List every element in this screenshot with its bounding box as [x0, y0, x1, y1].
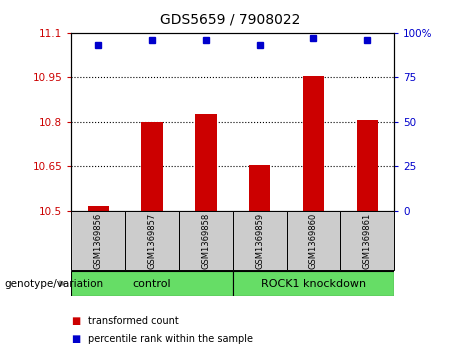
Text: GSM1369858: GSM1369858 — [201, 212, 210, 269]
Text: genotype/variation: genotype/variation — [5, 278, 104, 289]
Bar — [195, 114, 217, 211]
FancyBboxPatch shape — [287, 211, 340, 270]
FancyBboxPatch shape — [340, 211, 394, 270]
Bar — [142, 122, 163, 211]
Text: GSM1369860: GSM1369860 — [309, 212, 318, 269]
Text: GSM1369856: GSM1369856 — [94, 212, 103, 269]
Text: control: control — [133, 278, 171, 289]
Text: ■: ■ — [71, 334, 81, 344]
Text: transformed count: transformed count — [88, 316, 178, 326]
FancyBboxPatch shape — [71, 271, 233, 296]
Bar — [249, 164, 271, 211]
Text: ROCK1 knockdown: ROCK1 knockdown — [261, 278, 366, 289]
FancyBboxPatch shape — [233, 271, 394, 296]
Bar — [303, 76, 324, 211]
Bar — [88, 206, 109, 211]
Text: percentile rank within the sample: percentile rank within the sample — [88, 334, 253, 344]
Text: GSM1369861: GSM1369861 — [363, 212, 372, 269]
Bar — [356, 120, 378, 211]
Text: GSM1369859: GSM1369859 — [255, 212, 264, 269]
Text: GSM1369857: GSM1369857 — [148, 212, 157, 269]
FancyBboxPatch shape — [125, 211, 179, 270]
FancyBboxPatch shape — [233, 211, 287, 270]
FancyBboxPatch shape — [71, 211, 125, 270]
Text: GDS5659 / 7908022: GDS5659 / 7908022 — [160, 13, 301, 27]
Text: ■: ■ — [71, 316, 81, 326]
FancyBboxPatch shape — [179, 211, 233, 270]
